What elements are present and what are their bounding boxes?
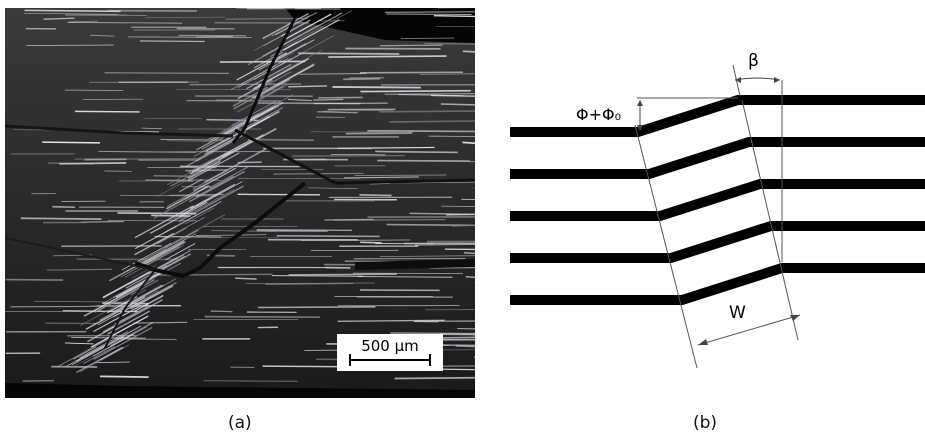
- scale-bar-tick-left: [349, 354, 351, 366]
- fibre-layer: [510, 263, 925, 305]
- caption-a: (a): [228, 413, 252, 433]
- beta-arc-arrow: [734, 77, 781, 81]
- scale-bar-line: [350, 359, 430, 361]
- fibre-layer: [510, 137, 925, 179]
- band-boundary-right: [741, 99, 799, 341]
- fibre-layer: [510, 221, 925, 263]
- width-label: W: [729, 303, 746, 323]
- fibre-layer: [510, 179, 925, 221]
- scale-bar: 500 µm: [337, 334, 443, 371]
- kink-band-schematic: β Φ+Φ₀ W: [510, 51, 925, 369]
- fibre-layer: [510, 95, 925, 137]
- fibre-layers: [510, 95, 925, 305]
- caption-b: (b): [693, 413, 718, 433]
- band-boundary-left: [634, 124, 698, 369]
- beta-label: β: [748, 51, 759, 71]
- micrograph-kink-band: [5, 8, 475, 398]
- phi-label: Φ+Φ₀: [576, 105, 621, 124]
- scale-bar-tick-right: [429, 354, 431, 366]
- scale-bar-label: 500 µm: [361, 337, 419, 355]
- width-dimension-line: [697, 314, 801, 346]
